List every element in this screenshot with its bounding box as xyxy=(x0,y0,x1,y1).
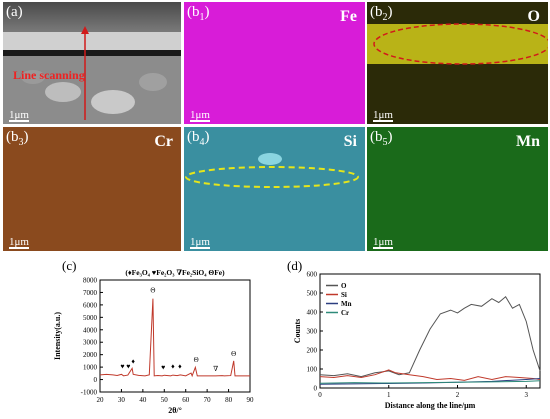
y-tick-label: 0 xyxy=(94,376,98,384)
sem-image-panel: (a) Line scanning 1μm xyxy=(3,2,181,124)
xrd-chart: 20 30 40 50 60 70 80 90 -1000 0 1000 2000 3000 4000 50… xyxy=(53,268,255,415)
scale-bar-a xyxy=(9,120,29,122)
panel-label-b5: (b5) xyxy=(370,129,393,148)
panel-label-b1: (b1) xyxy=(187,4,210,23)
legend-label-si: Si xyxy=(341,291,347,299)
legend-label-mn: Mn xyxy=(341,300,352,308)
peak-marker: ♦ xyxy=(178,362,182,370)
y-tick-label: 200 xyxy=(307,347,318,355)
si-map-image xyxy=(185,153,359,188)
series-line-o xyxy=(319,296,541,378)
x-tick-label: 20 xyxy=(97,396,105,404)
peak-marker: Θ xyxy=(194,356,199,364)
plot-frame xyxy=(99,279,251,393)
panel-label-a: (a) xyxy=(6,4,23,20)
y-tick-label: 600 xyxy=(307,271,318,279)
x-tick-label: 1 xyxy=(387,391,391,399)
series-line-cr xyxy=(319,380,541,384)
o-map-image xyxy=(367,23,548,65)
x-axis-label: Distance along the line/μm xyxy=(385,401,476,410)
y-tick-label: -1000 xyxy=(81,389,98,397)
x-tick-label: 70 xyxy=(204,396,212,404)
si-map-panel: (b4) Si 1μm xyxy=(184,127,365,251)
panel-label-b2: (b2) xyxy=(370,4,393,23)
scale-bar-b1 xyxy=(190,120,210,122)
fe-map-panel: (b1) Fe 1μm xyxy=(184,2,365,124)
y-axis-label: Intensity(a.u.) xyxy=(53,312,62,360)
y-tick-label: 100 xyxy=(307,366,318,374)
scale-bar-label-b1: 1μm xyxy=(190,109,210,121)
element-label-cr: Cr xyxy=(154,133,173,150)
peak-marker: ♥ xyxy=(126,362,130,370)
line-scan-chart: 0 1 2 3 0 100 200 300 400 500 600 Distance along th… xyxy=(293,271,541,410)
series-line-si xyxy=(319,369,541,381)
scale-bar-label-b5: 1μm xyxy=(373,236,393,248)
y-tick-label: 400 xyxy=(307,309,318,317)
x-tick-label: 30 xyxy=(118,396,126,404)
scale-bar-label-a: 1μm xyxy=(9,109,29,121)
legend-label-o: O xyxy=(341,282,347,290)
scale-bar-label-b4: 1μm xyxy=(190,236,210,248)
sem-micrograph xyxy=(3,2,181,124)
x-tick-label: 2 xyxy=(456,391,460,399)
panel-label-b3: (b3) xyxy=(6,129,29,148)
y-tick-label: 300 xyxy=(307,328,318,336)
cr-map-panel: (b3) Cr 1μm xyxy=(3,127,181,251)
y-tick-label: 0 xyxy=(314,385,318,393)
x-tick-label: 50 xyxy=(161,396,169,404)
y-tick-label: 8000 xyxy=(83,277,98,285)
y-tick-label: 5000 xyxy=(83,314,98,322)
x-tick-label: 60 xyxy=(182,396,190,404)
x-tick-label: 3 xyxy=(525,391,529,399)
y-tick-label: 500 xyxy=(307,290,318,298)
scale-bar-b4 xyxy=(190,247,210,249)
peak-marker: ♥ xyxy=(161,364,165,372)
panel-label-d: (d) xyxy=(287,258,303,273)
scale-bar-b3 xyxy=(9,247,29,249)
x-tick-label: 80 xyxy=(225,396,233,404)
y-tick-label: 7000 xyxy=(83,289,98,297)
plot-frame xyxy=(319,273,541,389)
scale-bar-b2 xyxy=(373,120,393,122)
x-tick-label: 40 xyxy=(139,396,147,404)
o-map-panel: (b2) O 1μm xyxy=(367,2,548,124)
y-tick-label: 3000 xyxy=(83,339,98,347)
xrd-series-line xyxy=(99,298,250,378)
element-label-si: Si xyxy=(343,133,357,150)
panel-label-b4: (b4) xyxy=(187,129,210,148)
scale-bar-b5 xyxy=(373,247,393,249)
element-label-o: O xyxy=(527,8,540,25)
mn-map-panel: (b5) Mn 1μm xyxy=(367,127,548,251)
si-ellipse xyxy=(185,166,359,188)
phase-legend: (♦Fe₃O₄ ♥Fe₂O₃ ∇Fe₂SiO₄ ΘFe) xyxy=(125,268,225,277)
x-tick-label: 90 xyxy=(247,396,255,404)
panel-label-c: (c) xyxy=(62,258,77,273)
y-tick-label: 6000 xyxy=(83,301,98,309)
scale-bar-label-b3: 1μm xyxy=(9,236,29,248)
element-label-mn: Mn xyxy=(516,133,540,150)
peak-marker: ♦ xyxy=(131,357,135,365)
element-label-fe: Fe xyxy=(340,8,357,25)
peak-marker: ♥ xyxy=(120,362,124,370)
y-axis-label: Counts xyxy=(293,319,302,343)
x-tick-label: 0 xyxy=(318,391,322,399)
peak-marker: ∇ xyxy=(213,365,218,373)
y-tick-label: 2000 xyxy=(83,351,98,359)
oxide-ellipse xyxy=(373,23,548,65)
peak-marker: Θ xyxy=(231,350,236,358)
legend-label-cr: Cr xyxy=(341,309,349,317)
y-tick-label: 1000 xyxy=(83,364,98,372)
line-scan-annotation: Line scanning xyxy=(13,68,85,82)
peak-marker: ♦ xyxy=(171,362,175,370)
y-tick-label: 4000 xyxy=(83,326,98,334)
peak-marker: Θ xyxy=(150,286,155,294)
scale-bar-label-b2: 1μm xyxy=(373,109,393,121)
x-axis-label: 2θ/° xyxy=(168,406,182,415)
